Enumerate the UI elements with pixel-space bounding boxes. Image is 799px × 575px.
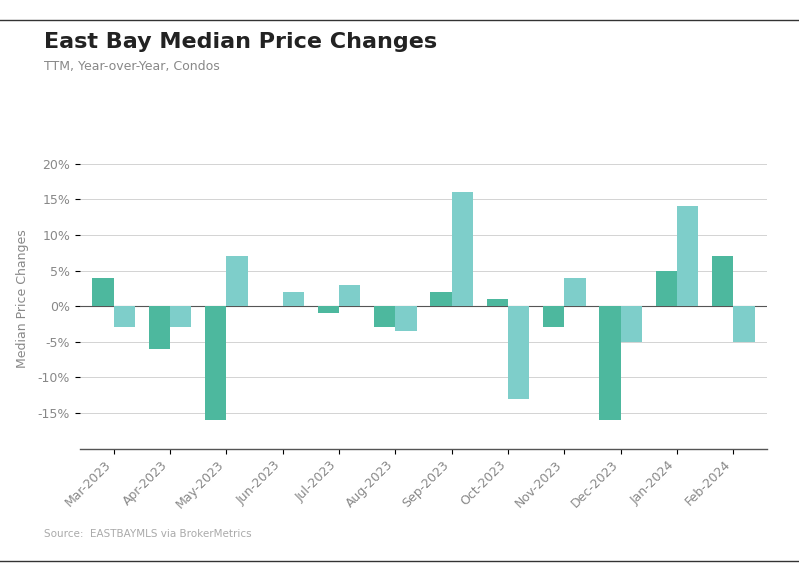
Bar (621, 306, 642, 342)
Bar (451, 192, 473, 306)
Text: TTM, Year-over-Year, Condos: TTM, Year-over-Year, Condos (44, 60, 220, 74)
Text: Source:  EASTBAYMLS via BrokerMetrics: Source: EASTBAYMLS via BrokerMetrics (44, 530, 252, 539)
Bar (599, 306, 621, 420)
Bar (564, 278, 586, 306)
Legend: Alameda, Contra Costa: Alameda, Contra Costa (321, 572, 526, 575)
Bar (113, 306, 135, 328)
Bar (317, 306, 339, 313)
Bar (93, 278, 113, 306)
Text: East Bay Median Price Changes: East Bay Median Price Changes (44, 32, 437, 52)
Bar (205, 306, 226, 420)
Bar (396, 306, 417, 331)
Bar (149, 306, 170, 349)
Bar (283, 292, 304, 306)
Bar (170, 306, 192, 328)
Y-axis label: Median Price Changes: Median Price Changes (17, 229, 30, 369)
Bar (339, 285, 360, 306)
Bar (508, 306, 530, 398)
Bar (712, 256, 733, 306)
Bar (226, 256, 248, 306)
Bar (543, 306, 564, 328)
Bar (655, 270, 677, 306)
Bar (733, 306, 754, 342)
Bar (677, 206, 698, 306)
Bar (430, 292, 451, 306)
Bar (374, 306, 396, 328)
Bar (487, 299, 508, 306)
